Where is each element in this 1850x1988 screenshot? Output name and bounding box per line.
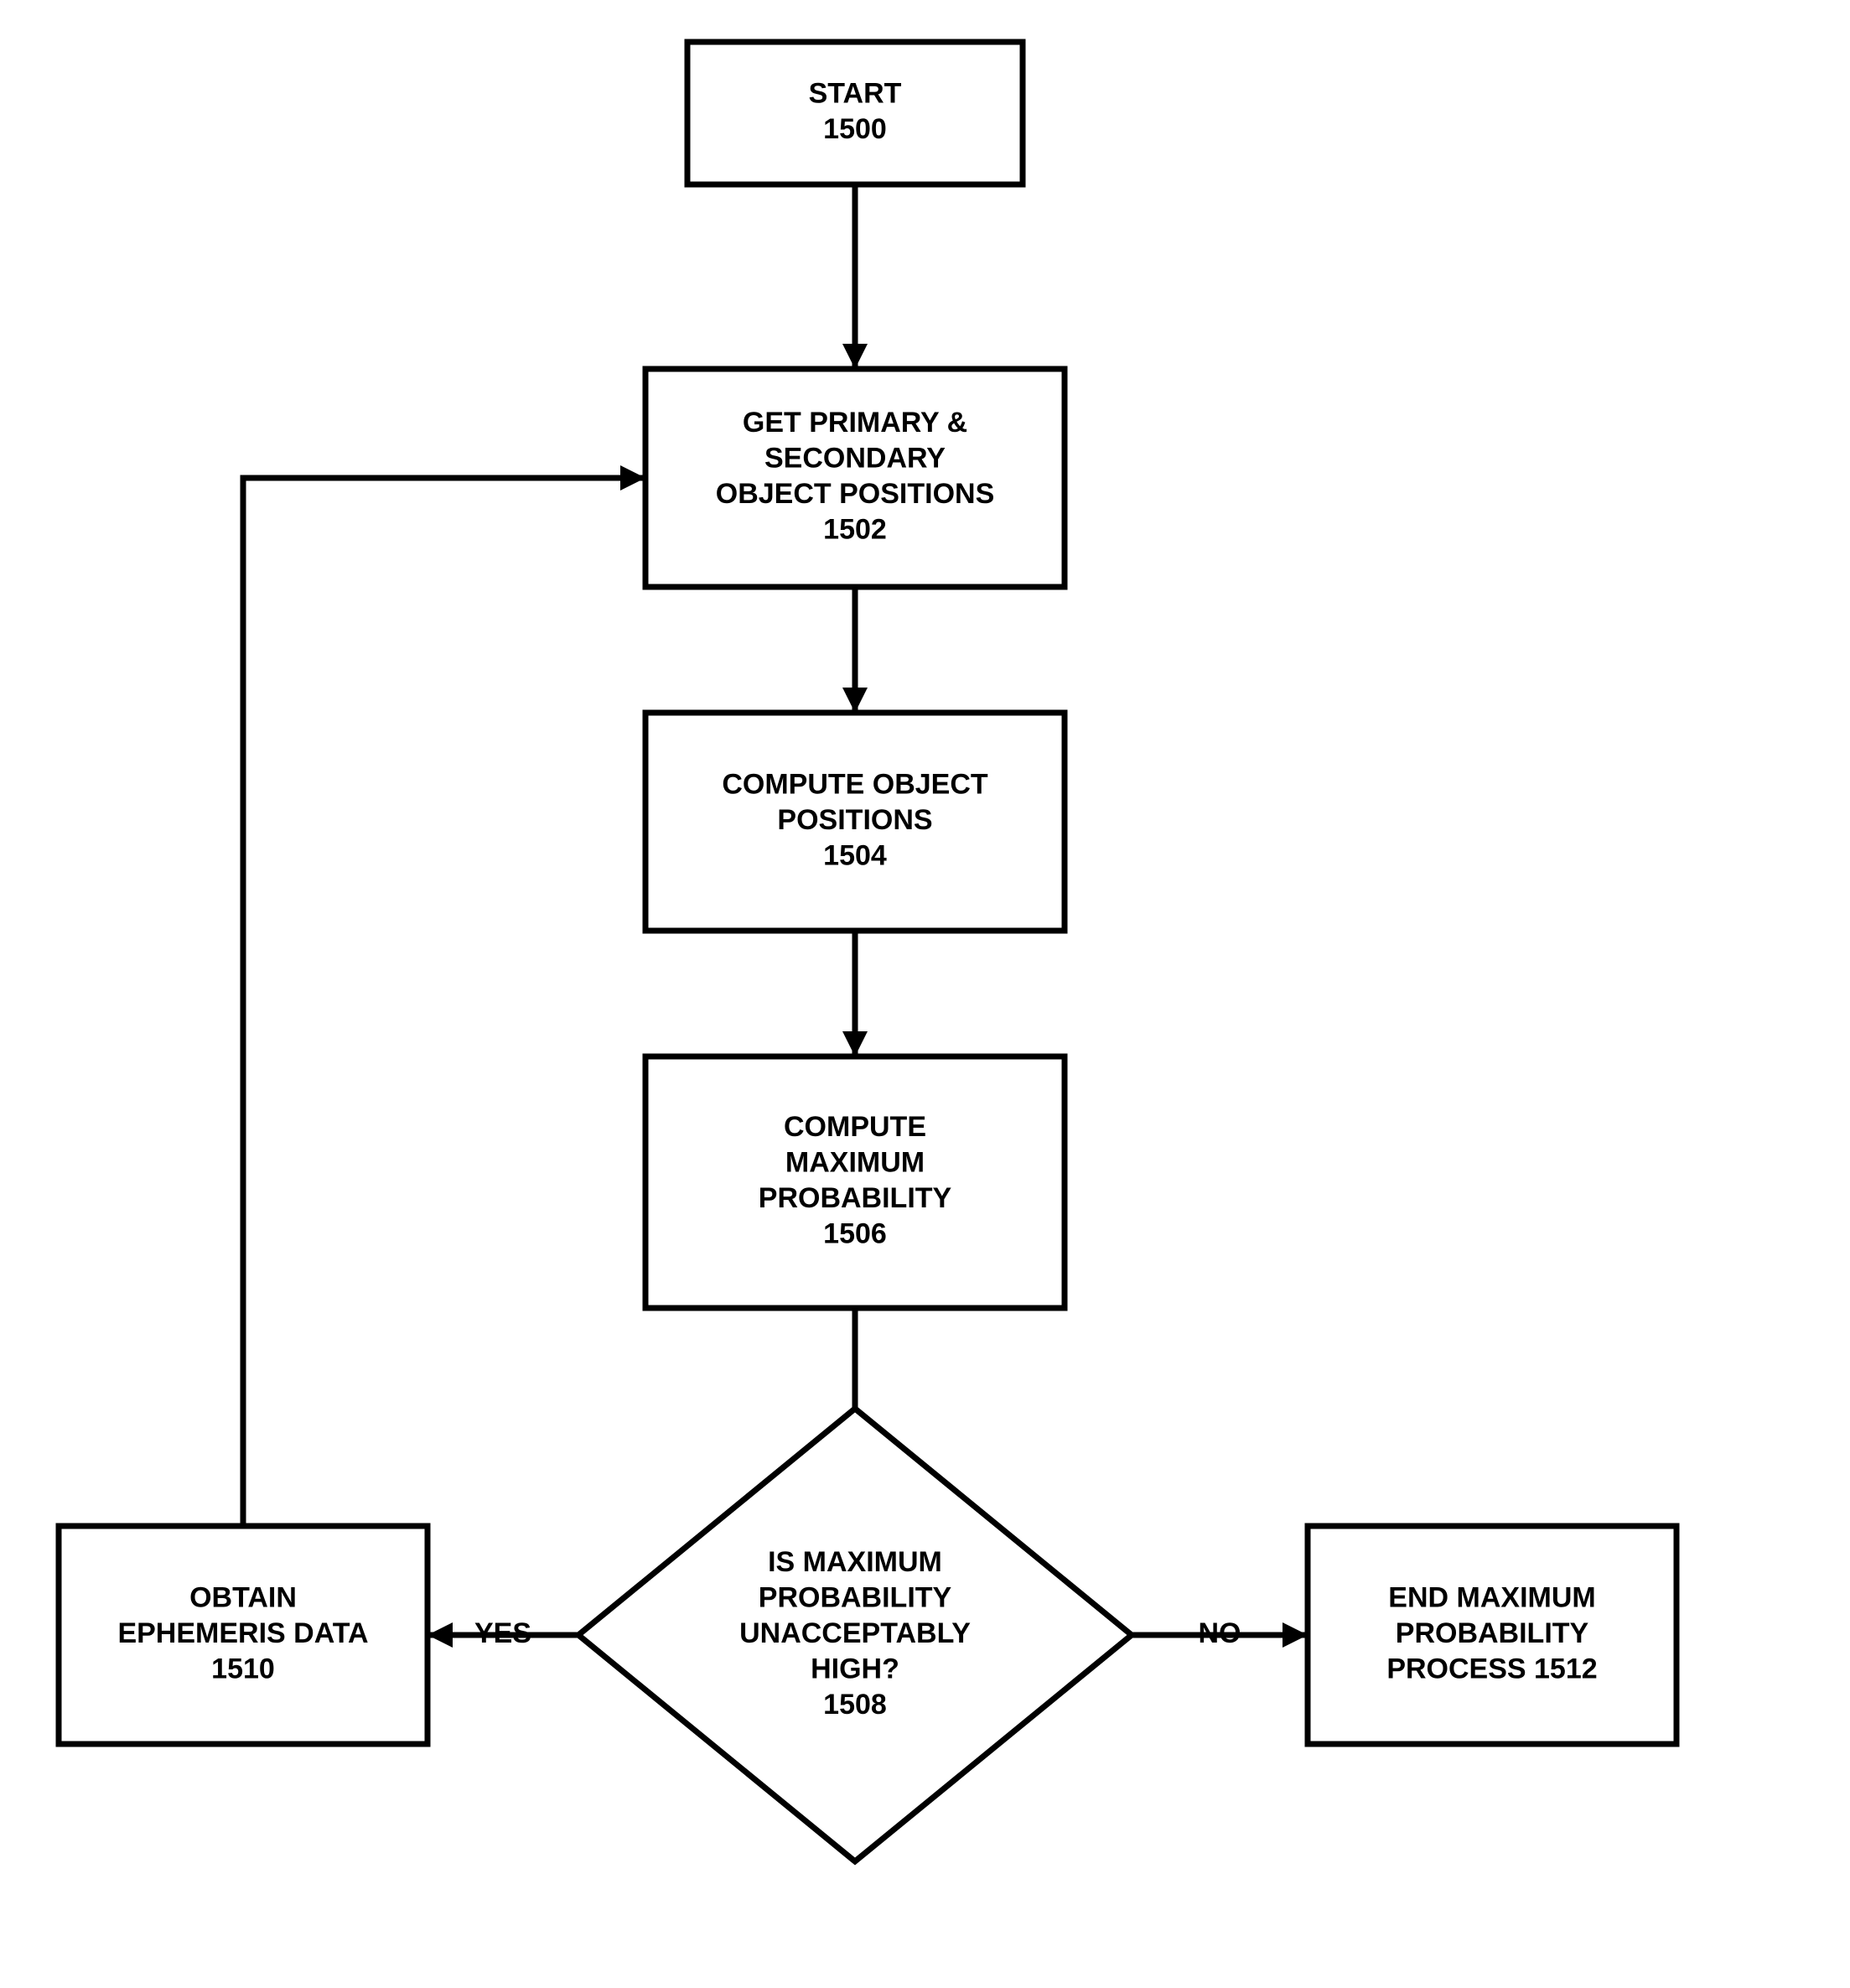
node-decision-line-2: UNACCEPTABLY [739,1617,971,1649]
node-getpos-line-3: 1502 [823,514,887,546]
node-end-line-0: END MAXIMUM [1388,1581,1595,1613]
arrowhead [428,1622,453,1648]
node-maxprob-line-2: PROBABILITY [759,1182,952,1214]
arrowhead [1283,1622,1308,1648]
node-compute-line-1: POSITIONS [777,804,932,836]
node-obtain-line-2: 1510 [211,1653,275,1684]
arrowhead [620,465,645,491]
node-end-line-2: PROCESS 1512 [1386,1653,1597,1684]
node-obtain-line-1: EPHEMERIS DATA [117,1617,368,1649]
node-maxprob-line-3: 1506 [823,1218,887,1250]
node-start-line-1: 1500 [823,113,887,145]
arrowhead [842,1031,868,1056]
edge-label-5: NO [1199,1617,1241,1649]
node-getpos-line-1: SECONDARY [764,443,946,475]
node-decision-line-0: IS MAXIMUM [768,1546,942,1578]
node-compute-line-0: COMPUTE OBJECT [722,768,988,800]
node-maxprob-line-1: MAXIMUM [785,1147,925,1179]
node-decision-line-3: HIGH? [811,1653,899,1684]
arrowhead [842,688,868,713]
edge-label-4: YES [474,1617,531,1649]
node-decision-line-1: PROBABILITY [759,1581,952,1613]
node-compute-line-2: 1504 [823,839,887,871]
flowchart-canvas: START1500 GET PRIMARY & SECONDARYOBJECT PO… [0,0,1850,1988]
node-decision-line-4: 1508 [823,1689,887,1721]
node-getpos-line-0: GET PRIMARY & [743,407,967,439]
node-maxprob-line-0: COMPUTE [784,1111,926,1143]
edge-obtain-to-getpos [243,478,645,1526]
node-start-line-0: START [809,78,902,110]
node-getpos-line-2: OBJECT POSITIONS [716,478,995,510]
node-end-line-1: PROBABILITY [1396,1617,1589,1649]
arrowhead [842,344,868,369]
node-obtain-line-0: OBTAIN [189,1581,297,1613]
